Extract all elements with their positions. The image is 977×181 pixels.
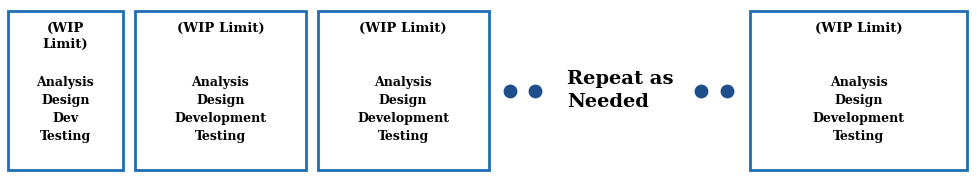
Text: Repeat as
Needed: Repeat as Needed <box>567 70 674 111</box>
Point <box>719 89 735 92</box>
Text: (WIP
Limit): (WIP Limit) <box>43 22 88 51</box>
FancyBboxPatch shape <box>135 11 306 170</box>
Text: Analysis
Design
Development
Testing: Analysis Design Development Testing <box>174 76 267 143</box>
Point <box>502 89 518 92</box>
FancyBboxPatch shape <box>318 11 488 170</box>
Text: (WIP Limit): (WIP Limit) <box>177 22 264 35</box>
Text: (WIP Limit): (WIP Limit) <box>815 22 903 35</box>
Point <box>694 89 709 92</box>
Text: (WIP Limit): (WIP Limit) <box>360 22 446 35</box>
Text: Analysis
Design
Dev
Testing: Analysis Design Dev Testing <box>36 76 95 143</box>
FancyBboxPatch shape <box>750 11 967 170</box>
FancyBboxPatch shape <box>8 11 123 170</box>
Text: Analysis
Design
Development
Testing: Analysis Design Development Testing <box>357 76 449 143</box>
Text: Analysis
Design
Development
Testing: Analysis Design Development Testing <box>813 76 905 143</box>
Point <box>528 89 543 92</box>
